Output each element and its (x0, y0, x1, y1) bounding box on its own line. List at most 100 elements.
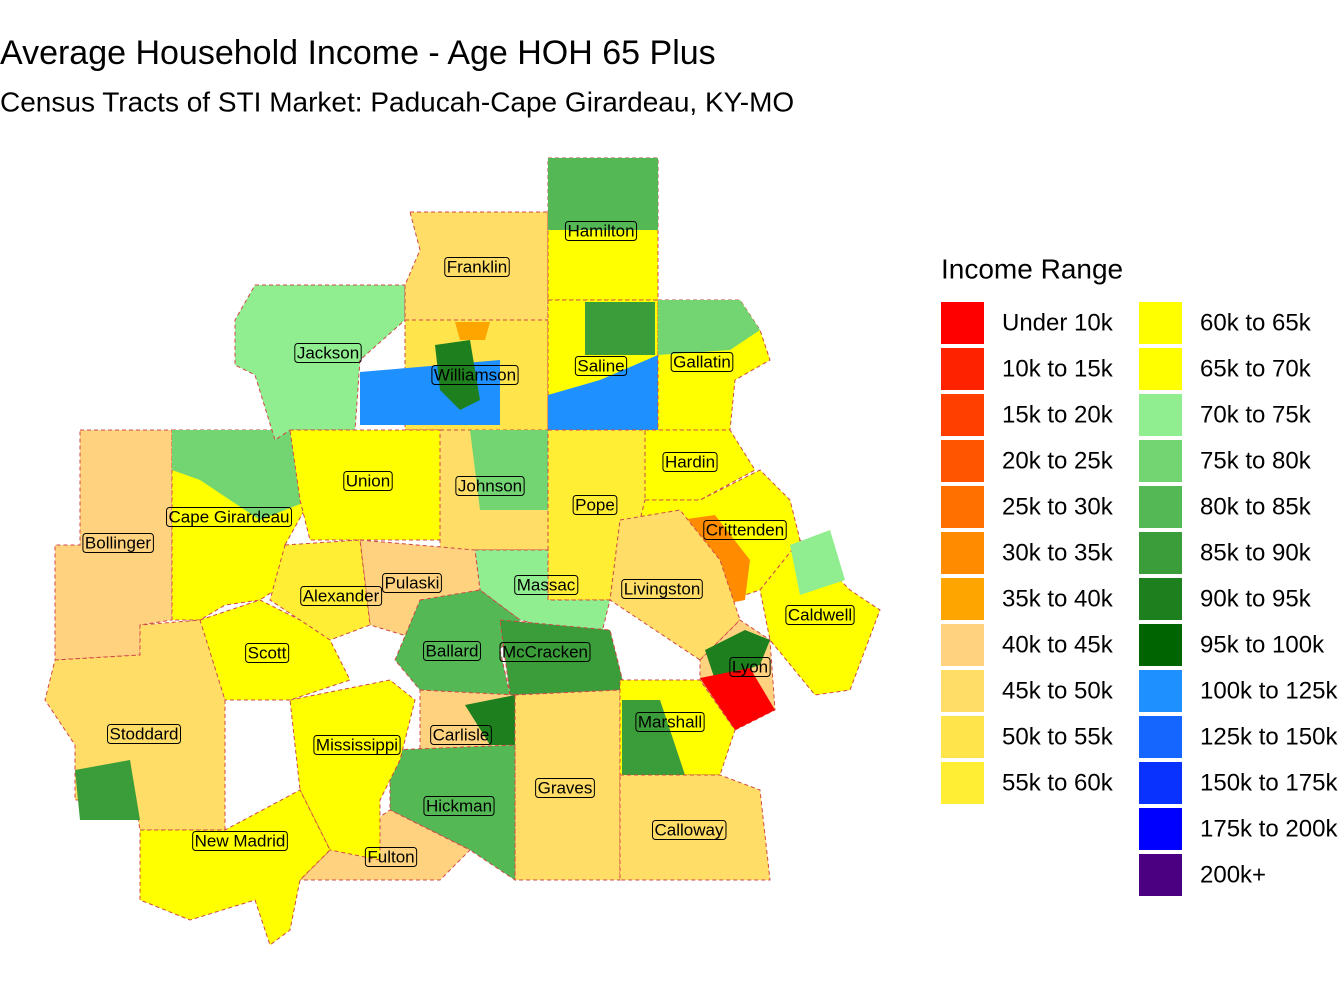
region (389, 744, 516, 881)
legend-swatch (941, 578, 984, 620)
region (644, 429, 756, 501)
county-label: Union (346, 471, 390, 490)
county-label: Calloway (655, 820, 724, 839)
county-label: Hamilton (567, 221, 634, 240)
legend-swatch (941, 486, 984, 528)
legend-label: 200k+ (1200, 861, 1266, 888)
county-label: Hardin (665, 452, 715, 471)
legend-label: 100k to 125k (1200, 677, 1338, 704)
legend-label: 35k to 40k (1002, 585, 1114, 612)
legend-label: 125k to 150k (1200, 723, 1338, 750)
county-label: Scott (248, 643, 287, 662)
county-label: Johnson (458, 476, 522, 495)
legend-label: 10k to 15k (1002, 355, 1114, 382)
county-label-box (431, 364, 519, 385)
county-label-box (670, 351, 734, 372)
county-label: Williamson (434, 365, 516, 384)
county-label-box (245, 642, 290, 663)
county-label-box (192, 830, 288, 851)
county-label: Stoddard (110, 724, 179, 743)
county-label: Cape Girardeau (169, 507, 290, 526)
region (700, 668, 775, 730)
county-label-box (499, 641, 591, 662)
legend-label: 75k to 80k (1200, 447, 1312, 474)
legend-label: 70k to 75k (1200, 401, 1312, 428)
legend-swatch (941, 624, 984, 666)
region (658, 300, 760, 355)
legend-swatch (1139, 670, 1182, 712)
county-label: Fulton (367, 847, 414, 866)
county-label-box (574, 355, 628, 376)
region (585, 302, 655, 355)
county-label: Bollinger (85, 533, 151, 552)
legend-label: 40k to 45k (1002, 631, 1114, 658)
county-label: Mississippi (316, 735, 398, 754)
region (465, 695, 515, 745)
legend-label: 85k to 90k (1200, 539, 1312, 566)
county-label-box (343, 470, 393, 491)
region (139, 789, 331, 946)
county-label-box (382, 572, 442, 593)
legend-title: Income Range (941, 253, 1123, 284)
county-label-box (514, 574, 579, 595)
county-label-box (572, 494, 618, 515)
legend-swatch (1139, 394, 1182, 436)
county-label: Pope (575, 495, 615, 514)
county-label-box (652, 819, 727, 840)
county-label: Franklin (447, 257, 507, 276)
legend-label: 60k to 65k (1200, 309, 1312, 336)
county-label: Hickman (426, 796, 492, 815)
region (619, 774, 771, 881)
region (609, 509, 741, 661)
region (705, 630, 770, 680)
legend-swatch (941, 394, 984, 436)
county-label: Graves (538, 778, 593, 797)
county-label: Pulaski (385, 573, 440, 592)
legend-label: 30k to 35k (1002, 539, 1114, 566)
legend-swatch (1139, 486, 1182, 528)
map: Hamilton Franklin Jackson Williamson Sal… (44, 157, 881, 946)
legend-swatch (1139, 578, 1182, 620)
county-label: Livingston (624, 579, 701, 598)
county-label: McCracken (502, 642, 588, 661)
legend-label: 15k to 20k (1002, 401, 1114, 428)
county-label-box (703, 519, 787, 540)
legend-swatch (941, 302, 984, 344)
legend-swatch (1139, 762, 1182, 804)
region (435, 340, 480, 410)
subtitle: Census Tracts of STI Market: Paducah-Cap… (0, 86, 794, 117)
county-label-box (455, 475, 525, 496)
region (790, 530, 845, 595)
legend-label: 50k to 55k (1002, 723, 1114, 750)
county-label-box (364, 846, 418, 867)
legend-label: 90k to 95k (1200, 585, 1312, 612)
legend-label: 20k to 25k (1002, 447, 1114, 474)
county-label: New Madrid (195, 831, 286, 850)
county-label-box (313, 734, 401, 755)
legend-swatch (941, 670, 984, 712)
title: Average Household Income - Age HOH 65 Pl… (0, 34, 716, 72)
region (548, 158, 658, 230)
county-label: Caldwell (788, 605, 852, 624)
county-label: Ballard (426, 641, 479, 660)
region (172, 430, 310, 520)
county-label: Carlisle (433, 725, 490, 744)
county-label: Jackson (297, 343, 359, 362)
legend-swatch (1139, 440, 1182, 482)
region (470, 430, 548, 510)
county-label: Saline (577, 356, 624, 375)
region (499, 619, 626, 696)
legend-swatch (1139, 808, 1182, 850)
region (289, 679, 416, 861)
county-label-box (430, 724, 492, 745)
legend-swatch (941, 440, 984, 482)
county-label-box (785, 604, 855, 625)
legend-label: 175k to 200k (1200, 815, 1338, 842)
county-label-box (535, 777, 595, 798)
county-label-box (423, 795, 495, 816)
county-label: Massac (517, 575, 576, 594)
county-label: Alexander (303, 586, 380, 605)
county-label-box (294, 342, 362, 363)
county-label-box (729, 656, 771, 677)
